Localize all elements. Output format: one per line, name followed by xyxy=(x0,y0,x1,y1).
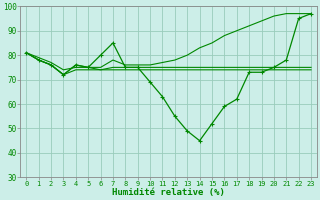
X-axis label: Humidité relative (%): Humidité relative (%) xyxy=(112,188,225,197)
